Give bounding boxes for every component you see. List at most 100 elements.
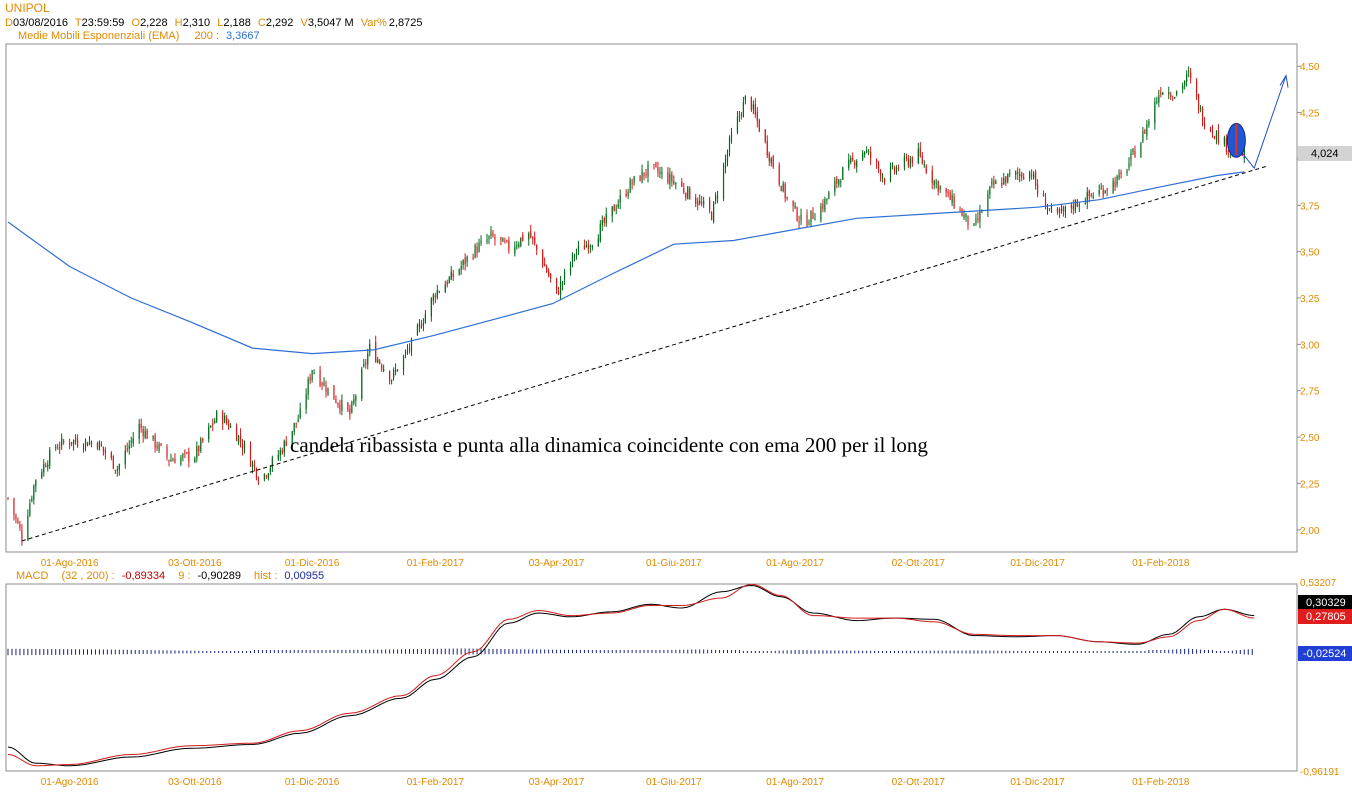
hist-label: hist : (254, 570, 277, 582)
candle-body (1197, 94, 1200, 111)
price-axis: 4,50 4,25 3,75 3,50 3,25 3,00 2,75 2,50 2,25 2,00 (1297, 62, 1320, 537)
candle-body (1144, 130, 1146, 134)
date-label: 01-Feb-2017 (407, 777, 465, 788)
candle-body (200, 438, 202, 451)
candle-body (235, 426, 238, 442)
candle-body (432, 294, 434, 301)
date-axis-bottom: 01-Ago-2016 03-Ott-2016 01-Dic-2016 01-Feb-… (41, 777, 1190, 788)
candle-body (907, 158, 909, 166)
candle-body (963, 214, 965, 218)
header-high: 2,310 (183, 17, 211, 29)
candle-body (780, 185, 782, 192)
candle-body (154, 434, 156, 448)
candle-body (156, 445, 158, 449)
date-label: 01-Giu-2017 (646, 558, 702, 569)
candle-body (1106, 189, 1108, 191)
candle-body (1078, 204, 1080, 206)
candle-body (1058, 209, 1061, 214)
candle-body (474, 245, 476, 258)
candle-body (208, 426, 210, 440)
candle-body (267, 473, 269, 478)
candle-body (864, 151, 866, 155)
candle-body (1223, 137, 1226, 144)
candle-body (365, 362, 367, 364)
candle-body (919, 147, 921, 156)
candle-body (72, 439, 75, 445)
price-tick-label: 3,50 (1300, 248, 1320, 259)
candle-body (160, 443, 162, 446)
header: UNIPOL D03/08/2016 T23:59:59 O2,228 H2,3… (5, 1, 423, 42)
candle-body (1168, 92, 1170, 95)
candle-body (573, 255, 576, 257)
candle-body (33, 485, 35, 500)
candle-body (1046, 208, 1049, 210)
candle-body (838, 179, 840, 185)
candle-body (444, 284, 446, 293)
candle-body (1120, 171, 1122, 175)
candle-body (174, 458, 176, 464)
candle-body (866, 150, 868, 152)
candle-body (222, 412, 224, 424)
candle-body (1098, 189, 1100, 195)
candle-body (472, 257, 474, 259)
h-label: H (175, 17, 183, 29)
candle-body (1172, 98, 1174, 100)
candle-body (383, 369, 385, 371)
candle-body (965, 213, 967, 218)
candle-body (856, 160, 858, 167)
candle-body (744, 95, 746, 101)
candle-body (591, 245, 593, 248)
candle-body (1174, 97, 1176, 99)
candle-body (257, 479, 260, 482)
candle-body (949, 192, 951, 201)
candle-body (1156, 101, 1158, 103)
header-time: 23:59:59 (82, 17, 125, 29)
candle-body (1090, 194, 1092, 196)
candle-body (903, 156, 906, 167)
candle-body (685, 193, 687, 198)
candle-body (228, 422, 230, 429)
candle-body (63, 441, 65, 443)
candle-body (619, 195, 621, 203)
candle-body (518, 243, 520, 247)
candle-body (452, 273, 454, 277)
candle-body (1102, 189, 1104, 196)
candle-body (1033, 173, 1035, 179)
candle-body (546, 266, 548, 273)
candle-body (673, 181, 675, 184)
candle-body (277, 455, 279, 460)
candle-body (925, 166, 927, 173)
candle-body (1209, 127, 1212, 132)
candle-body (611, 206, 613, 217)
candle-body (589, 245, 591, 247)
candle-body (166, 446, 168, 458)
candle-body (557, 291, 560, 295)
candle-body (794, 205, 796, 208)
candle-body (754, 104, 756, 115)
candle-body (798, 221, 800, 223)
candle-body (450, 271, 452, 280)
candle-body (1154, 101, 1156, 124)
candle-body (879, 170, 882, 178)
candle-body (603, 218, 605, 223)
candle-body (738, 115, 741, 117)
candle-body (699, 200, 701, 204)
candle-body (1042, 194, 1045, 197)
candle-body (142, 428, 144, 437)
candle-body (464, 257, 466, 265)
candle-body (812, 212, 814, 219)
candle-body (653, 164, 655, 166)
candle-body (1100, 188, 1102, 190)
candle-body (84, 439, 87, 446)
annotation-text: candela ribassista e punta alla dinamica… (290, 433, 928, 457)
candle-body (1070, 204, 1072, 209)
signal-line (7, 584, 1255, 767)
candle-body (542, 250, 544, 266)
candle-body (820, 206, 822, 221)
candle-body (1074, 199, 1076, 211)
price-tick-label: 3,25 (1300, 294, 1320, 305)
candle-body (1211, 131, 1214, 134)
candle-body (420, 324, 423, 328)
candles (7, 66, 1245, 546)
candle-body (605, 213, 607, 224)
